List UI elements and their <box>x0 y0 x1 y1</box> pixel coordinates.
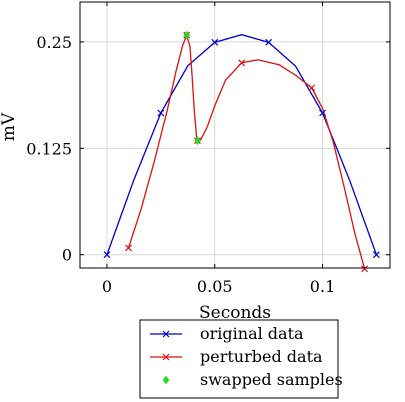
legend-box <box>139 319 339 399</box>
original-data-point-1 <box>157 109 165 117</box>
legend-marker-original-data <box>162 330 170 338</box>
legend-label-original-data: original data <box>200 324 304 343</box>
perturbed-data-point-5 <box>361 265 368 273</box>
y-tick-label-2: 0.25 <box>36 33 72 52</box>
original-data-point-3 <box>265 38 273 46</box>
legend-marker-perturbed-data <box>162 353 170 361</box>
x-tick-label-1: 0.05 <box>197 277 233 296</box>
marker-layer <box>103 30 380 273</box>
perturbed-data-point-3 <box>238 59 246 67</box>
original-data-point-4 <box>319 109 326 117</box>
x-tick-label-2: 0.1 <box>310 277 335 296</box>
legend-marker-swapped-samples <box>162 375 170 385</box>
y-tick-label-1: 0.125 <box>26 139 72 158</box>
perturbed-data-point-4 <box>308 84 316 92</box>
perturbed-data-line <box>127 33 366 269</box>
x-tick-label-0: 0 <box>102 277 112 296</box>
swapped-sample-point-1 <box>194 136 201 146</box>
perturbed-data-point-0 <box>125 244 132 252</box>
curve-layer <box>106 33 378 269</box>
swapped-sample-point-0 <box>183 30 191 40</box>
x-axis-title: Seconds <box>199 303 271 323</box>
original-data-line <box>106 34 378 255</box>
legend: original data perturbed data swapped sampl… <box>139 319 343 399</box>
plot-frame <box>79 1 391 269</box>
legend-label-swapped-samples: swapped samples <box>200 370 343 389</box>
original-data-point-2 <box>211 38 219 46</box>
grid-layer <box>80 2 390 268</box>
original-data-point-5 <box>372 251 380 259</box>
original-data-point-0 <box>103 251 111 259</box>
y-tick-label-0: 0 <box>62 246 72 265</box>
y-axis-title: mV <box>0 112 19 141</box>
legend-label-perturbed-data: perturbed data <box>200 347 323 366</box>
tick-layer: 0 0.05 0.1 0 0.125 0.25 <box>26 2 390 296</box>
